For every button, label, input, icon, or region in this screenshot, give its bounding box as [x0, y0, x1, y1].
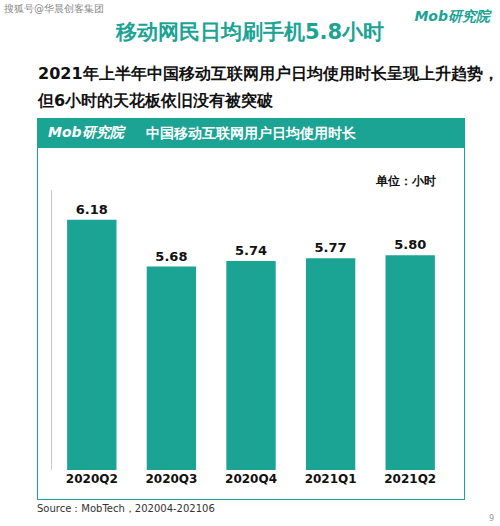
- html-text:搜狐号@华晨创客集团: 搜狐号@华晨创客集团: [4, 3, 104, 14]
- svg-text:5.80: 5.80: [394, 237, 426, 252]
- html-text:Mob研究院: Mob研究院: [414, 8, 490, 24]
- html-text:移动网民日均刷手机5.8小时: 移动网民日均刷手机5.8小时: [115, 20, 385, 44]
- svg-text:2020Q2: 2020Q2: [66, 472, 118, 486]
- html-text:但6小时的天花板依旧没有被突破: 但6小时的天花板依旧没有被突破: [38, 91, 274, 110]
- html-text:Source：MobTech，202004-202106: Source：MobTech，202004-202106: [37, 503, 215, 514]
- html-text:中国移动互联网用户日均使用时长: 中国移动互联网用户日均使用时长: [146, 125, 356, 141]
- svg-text:2020Q3: 2020Q3: [145, 472, 197, 486]
- svg-text:5.74: 5.74: [235, 243, 267, 258]
- svg-text:2020Q4: 2020Q4: [225, 472, 277, 486]
- html-text:Mob研究院: Mob研究院: [48, 124, 124, 140]
- svg-text:6.18: 6.18: [76, 202, 108, 217]
- svg-text:2021Q1: 2021Q1: [305, 472, 357, 486]
- svg-text:2021Q2: 2021Q2: [384, 472, 436, 486]
- svg-text:单位：小时: 单位：小时: [375, 174, 436, 188]
- html-text:2021年上半年中国移动互联网用户日均使用时长呈现上升趋势，: 2021年上半年中国移动互联网用户日均使用时长呈现上升趋势，: [38, 64, 499, 83]
- svg-text:5.68: 5.68: [155, 249, 187, 264]
- html-text:9: 9: [488, 514, 494, 523]
- svg-text:5.77: 5.77: [315, 240, 347, 255]
